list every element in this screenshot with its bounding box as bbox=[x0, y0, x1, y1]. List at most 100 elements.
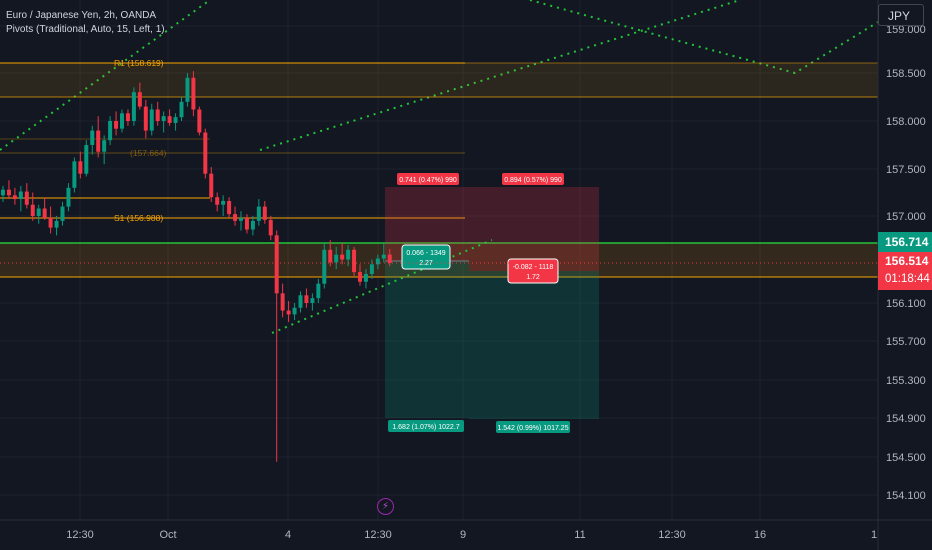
candle-body bbox=[369, 264, 374, 274]
candle-body bbox=[137, 92, 142, 107]
indicator-title[interactable]: Pivots (Traditional, Auto, 15, Left, 1) bbox=[6, 24, 165, 35]
candle-body bbox=[352, 249, 357, 273]
candle-body bbox=[358, 272, 362, 282]
candlestick-series bbox=[1, 71, 392, 462]
position-1-target-label[interactable]: 1.682 (1.07%) 1022.7 bbox=[388, 420, 464, 432]
candle-body bbox=[12, 195, 17, 200]
candle-body bbox=[233, 214, 238, 221]
candle-body bbox=[102, 140, 107, 152]
candle-body bbox=[84, 145, 89, 174]
position-1-stop-label[interactable]: 0.741 (0.47%) 990 bbox=[397, 173, 459, 185]
price-tick-label: 157.000 bbox=[886, 211, 926, 223]
trend-line-upper-left[interactable] bbox=[0, 0, 211, 151]
resistance-zone[interactable] bbox=[0, 63, 878, 97]
trend-line-lower[interactable] bbox=[271, 239, 493, 334]
candle-body bbox=[60, 206, 65, 221]
currency-button[interactable]: JPY bbox=[878, 4, 924, 26]
candle-body bbox=[310, 298, 315, 303]
svg-text:1.542 (0.99%) 1017.25: 1.542 (0.99%) 1017.25 bbox=[497, 425, 568, 432]
candle-body bbox=[227, 200, 232, 215]
chart-grid bbox=[0, 0, 878, 520]
candle-body bbox=[221, 200, 226, 205]
candle-body bbox=[197, 109, 202, 133]
s1-label: S1 (156.988) bbox=[114, 213, 163, 223]
position-1-target-zone[interactable] bbox=[385, 261, 469, 418]
candle-body bbox=[185, 77, 190, 102]
candle-body bbox=[6, 189, 11, 196]
candle-body bbox=[292, 307, 297, 315]
candle-body bbox=[179, 101, 184, 118]
candle-body bbox=[381, 254, 386, 259]
candle-body bbox=[387, 254, 392, 263]
time-tick-label: 1 bbox=[871, 529, 877, 541]
last-price-green-tag: 156.714 bbox=[878, 232, 932, 252]
candle-body bbox=[36, 208, 41, 216]
candle-body bbox=[66, 187, 71, 207]
position-2-target-zone[interactable] bbox=[469, 271, 599, 419]
trend-line-zigzag[interactable] bbox=[529, 0, 879, 75]
time-tick-label: 16 bbox=[754, 529, 766, 541]
candle-body bbox=[155, 109, 160, 121]
price-tick-label: 155.300 bbox=[886, 375, 926, 387]
candle-body bbox=[274, 235, 279, 294]
svg-text:-0.082 - 1118: -0.082 - 1118 bbox=[513, 264, 554, 271]
current-price: 156.514 bbox=[885, 254, 929, 268]
candle-body bbox=[1, 189, 5, 196]
candle-body bbox=[125, 113, 130, 121]
candle-body bbox=[18, 191, 23, 200]
candle-body bbox=[173, 117, 178, 123]
time-axis[interactable]: 12:30 Oct 4 12:30 9 11 12:30 16 1 bbox=[66, 529, 877, 541]
candle-body bbox=[375, 258, 380, 265]
candle-body bbox=[316, 283, 321, 299]
svg-text:0.894 (0.57%) 990: 0.894 (0.57%) 990 bbox=[504, 177, 562, 184]
candle-body bbox=[328, 249, 333, 263]
candle-body bbox=[244, 217, 249, 230]
position-2-mid-label[interactable]: -0.082 - 1118 1.72 bbox=[507, 258, 559, 284]
candle-body bbox=[322, 249, 327, 284]
candle-body bbox=[54, 220, 59, 228]
candle-body bbox=[298, 295, 303, 308]
price-tick-label: 154.900 bbox=[886, 413, 926, 425]
candle-body bbox=[24, 191, 29, 205]
price-tick-label: 158.500 bbox=[886, 68, 926, 80]
price-axis[interactable]: 158.500 158.000 157.500 157.000 156.100 155.7… bbox=[886, 68, 926, 502]
time-tick-label: 4 bbox=[285, 529, 291, 541]
candle-body bbox=[334, 254, 339, 263]
candle-body bbox=[149, 109, 154, 131]
candle-body bbox=[78, 161, 83, 174]
candle-body bbox=[209, 173, 214, 198]
candle-body bbox=[286, 310, 291, 315]
svg-text:2.27: 2.27 bbox=[419, 260, 433, 267]
candle-body bbox=[256, 206, 261, 221]
svg-text:0.066 - 1349: 0.066 - 1349 bbox=[406, 250, 445, 257]
time-tick-label: 12:30 bbox=[364, 529, 392, 541]
last-price-red-tag: 156.514 01:18:44 bbox=[878, 252, 932, 290]
svg-text:0.741 (0.47%) 990: 0.741 (0.47%) 990 bbox=[399, 177, 457, 184]
candle-body bbox=[96, 130, 101, 152]
bar-countdown: 01:18:44 bbox=[885, 273, 930, 285]
symbol-title[interactable]: Euro / Japanese Yen, 2h, OANDA bbox=[6, 10, 157, 21]
pivot-label: (157.664) bbox=[130, 148, 167, 158]
position-2-stop-zone[interactable] bbox=[469, 187, 599, 271]
position-2-target-label[interactable]: 1.542 (0.99%) 1017.25 bbox=[496, 421, 570, 433]
time-tick-label: Oct bbox=[159, 529, 176, 541]
candle-body bbox=[167, 116, 172, 123]
candle-body bbox=[72, 161, 77, 188]
price-tick-label: 154.500 bbox=[886, 452, 926, 464]
candle-body bbox=[48, 217, 53, 228]
position-2-stop-label[interactable]: 0.894 (0.57%) 990 bbox=[502, 173, 564, 185]
price-tick-label: 154.100 bbox=[886, 490, 926, 502]
candle-body bbox=[131, 92, 136, 121]
time-tick-label: 12:30 bbox=[66, 529, 94, 541]
candle-body bbox=[161, 116, 166, 121]
candle-body bbox=[262, 206, 267, 220]
candle-body bbox=[340, 254, 345, 260]
candle-body bbox=[30, 204, 35, 216]
price-tick-label: 155.700 bbox=[886, 336, 926, 348]
candle-body bbox=[280, 293, 285, 311]
candle-body bbox=[239, 217, 243, 221]
candle-body bbox=[215, 197, 220, 205]
flash-icon[interactable]: ⚡ bbox=[377, 498, 394, 515]
position-1-mid-label[interactable]: 0.066 - 1349 2.27 bbox=[401, 244, 451, 270]
